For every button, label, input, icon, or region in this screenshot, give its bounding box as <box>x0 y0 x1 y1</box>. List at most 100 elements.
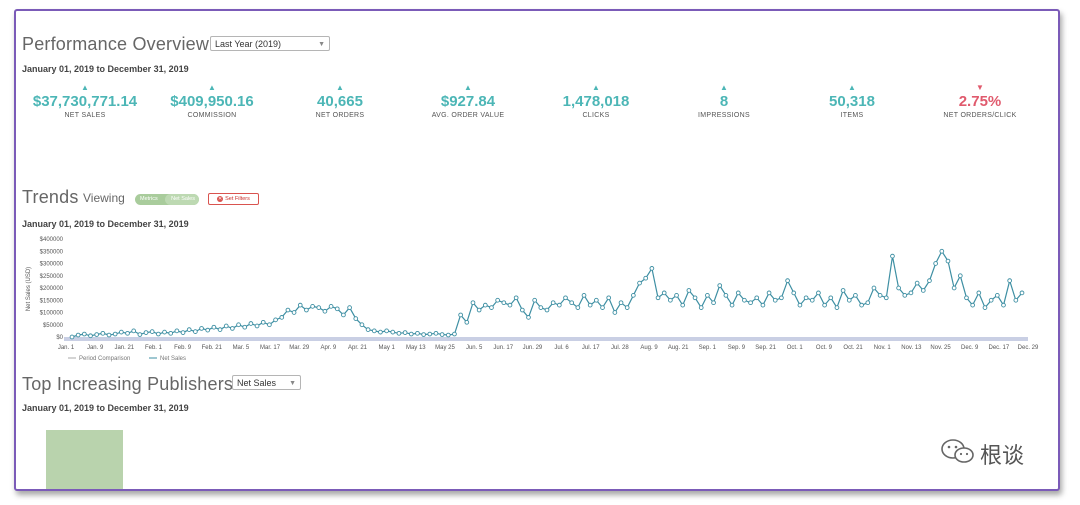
data-point[interactable] <box>476 307 482 313</box>
data-point[interactable] <box>785 278 790 283</box>
data-point[interactable] <box>705 292 710 298</box>
data-point[interactable] <box>304 307 309 313</box>
data-point[interactable] <box>211 324 217 330</box>
data-point[interactable] <box>149 329 155 334</box>
scroll-track[interactable] <box>64 337 1028 341</box>
data-point[interactable] <box>421 332 426 337</box>
data-point[interactable] <box>310 304 315 309</box>
data-point[interactable] <box>538 305 544 310</box>
data-point[interactable] <box>754 295 760 301</box>
data-point[interactable] <box>606 295 612 301</box>
data-point[interactable] <box>526 315 531 320</box>
data-point[interactable] <box>402 330 408 335</box>
data-point[interactable] <box>1007 278 1013 283</box>
data-point[interactable] <box>698 305 704 310</box>
data-point[interactable] <box>94 332 100 337</box>
data-point[interactable] <box>334 306 340 312</box>
data-point[interactable] <box>81 331 87 337</box>
data-point[interactable] <box>735 290 741 296</box>
data-point[interactable] <box>470 300 476 306</box>
data-point[interactable] <box>970 302 975 308</box>
data-point[interactable] <box>186 327 192 332</box>
data-point[interactable] <box>273 317 278 323</box>
data-point[interactable] <box>994 292 1000 298</box>
data-point[interactable] <box>556 302 562 308</box>
data-point[interactable] <box>248 321 254 326</box>
data-point[interactable] <box>297 302 303 308</box>
data-point[interactable] <box>859 302 864 308</box>
data-point[interactable] <box>766 290 772 296</box>
data-point[interactable] <box>779 295 784 301</box>
data-point[interactable] <box>988 297 994 303</box>
data-point[interactable] <box>193 329 198 334</box>
data-point[interactable] <box>668 297 673 303</box>
data-point[interactable] <box>803 295 809 301</box>
data-point[interactable] <box>742 297 747 303</box>
data-point[interactable] <box>711 300 716 306</box>
data-point[interactable] <box>939 248 945 254</box>
data-point[interactable] <box>205 327 211 333</box>
data-point[interactable] <box>890 253 895 259</box>
data-point[interactable] <box>896 285 901 291</box>
data-point[interactable] <box>427 331 433 337</box>
data-point[interactable] <box>199 326 204 331</box>
data-point[interactable] <box>544 307 550 313</box>
data-point[interactable] <box>840 288 846 293</box>
data-point[interactable] <box>1013 297 1019 303</box>
data-point[interactable] <box>594 297 599 303</box>
data-point[interactable] <box>408 331 414 337</box>
data-point[interactable] <box>489 305 494 310</box>
data-point[interactable] <box>156 331 161 337</box>
data-point[interactable] <box>347 305 352 310</box>
data-point[interactable] <box>933 261 938 266</box>
data-point[interactable] <box>371 328 377 334</box>
data-point[interactable] <box>242 324 248 330</box>
data-point[interactable] <box>69 334 75 340</box>
data-point[interactable] <box>748 300 753 306</box>
data-point[interactable] <box>100 330 106 336</box>
data-point[interactable] <box>106 332 112 338</box>
data-point[interactable] <box>359 322 365 328</box>
data-point[interactable] <box>180 330 186 335</box>
data-point[interactable] <box>661 290 667 296</box>
data-point[interactable] <box>643 275 649 281</box>
data-point[interactable] <box>223 323 229 329</box>
data-point[interactable] <box>569 300 575 306</box>
data-point[interactable] <box>587 302 593 308</box>
data-point[interactable] <box>772 297 778 303</box>
data-point[interactable] <box>482 302 488 308</box>
data-point[interactable] <box>353 316 359 321</box>
data-point[interactable] <box>532 297 538 303</box>
data-point[interactable] <box>519 307 525 313</box>
data-point[interactable] <box>131 328 137 334</box>
data-point[interactable] <box>217 327 223 332</box>
data-point[interactable] <box>88 333 93 339</box>
data-point[interactable] <box>637 280 642 286</box>
data-point[interactable] <box>464 319 470 325</box>
data-point[interactable] <box>865 300 871 306</box>
metric-toggle[interactable]: Metrics Net Sales <box>135 194 199 205</box>
data-point[interactable] <box>581 292 587 298</box>
data-point[interactable] <box>507 302 513 308</box>
data-point[interactable] <box>452 331 457 337</box>
data-point[interactable] <box>550 300 556 306</box>
data-point[interactable] <box>112 331 118 337</box>
data-point[interactable] <box>322 308 328 314</box>
data-point[interactable] <box>760 302 766 308</box>
data-point[interactable] <box>809 297 815 303</box>
data-point[interactable] <box>834 305 840 310</box>
data-point[interactable] <box>680 302 686 308</box>
data-point[interactable] <box>396 330 402 336</box>
data-point[interactable] <box>957 273 963 279</box>
data-point[interactable] <box>816 290 821 296</box>
data-point[interactable] <box>119 329 124 335</box>
data-point[interactable] <box>723 292 729 298</box>
data-point[interactable] <box>964 295 969 301</box>
data-point[interactable] <box>254 323 260 329</box>
data-point[interactable] <box>951 285 957 291</box>
data-point[interactable] <box>168 330 174 336</box>
data-point[interactable] <box>125 330 130 336</box>
data-point[interactable] <box>618 300 624 306</box>
data-point[interactable] <box>341 312 346 318</box>
data-point[interactable] <box>902 292 908 298</box>
